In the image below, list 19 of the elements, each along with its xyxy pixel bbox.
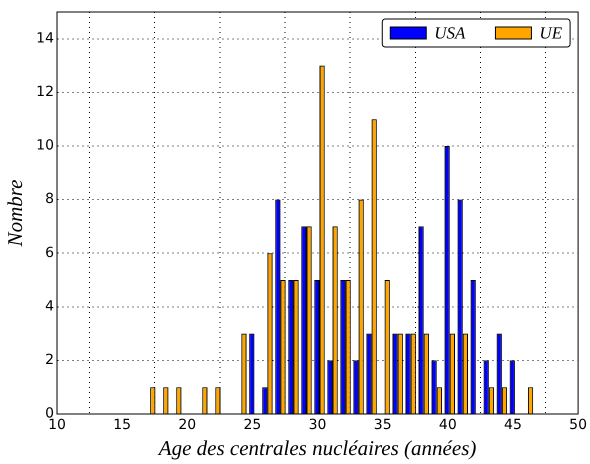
x-tick-label: 30: [308, 417, 326, 434]
x-tick-label: 20: [178, 417, 196, 434]
y-tick-label: 6: [45, 244, 54, 261]
y-tick-label: 14: [36, 30, 54, 46]
x-tick-label: 50: [569, 417, 588, 434]
y-axis-title: Nombre: [3, 180, 28, 248]
x-tick-label: 45: [504, 417, 522, 434]
x-tick-label: 25: [244, 417, 262, 434]
x-axis-title: Age des centrales nucléaires (années): [156, 436, 476, 460]
y-tick-label: 2: [45, 352, 54, 368]
y-tick-label: 12: [36, 84, 54, 100]
y-tick-label: 10: [36, 138, 54, 154]
x-tick-label: 15: [113, 417, 132, 434]
x-tick-label: 35: [374, 417, 392, 434]
legend-label: UE: [539, 23, 563, 42]
y-tick-label: 4: [45, 298, 54, 314]
y-tick-label: 8: [45, 191, 54, 208]
legend-label: USA: [434, 23, 466, 42]
x-tick-label: 40: [438, 417, 457, 434]
